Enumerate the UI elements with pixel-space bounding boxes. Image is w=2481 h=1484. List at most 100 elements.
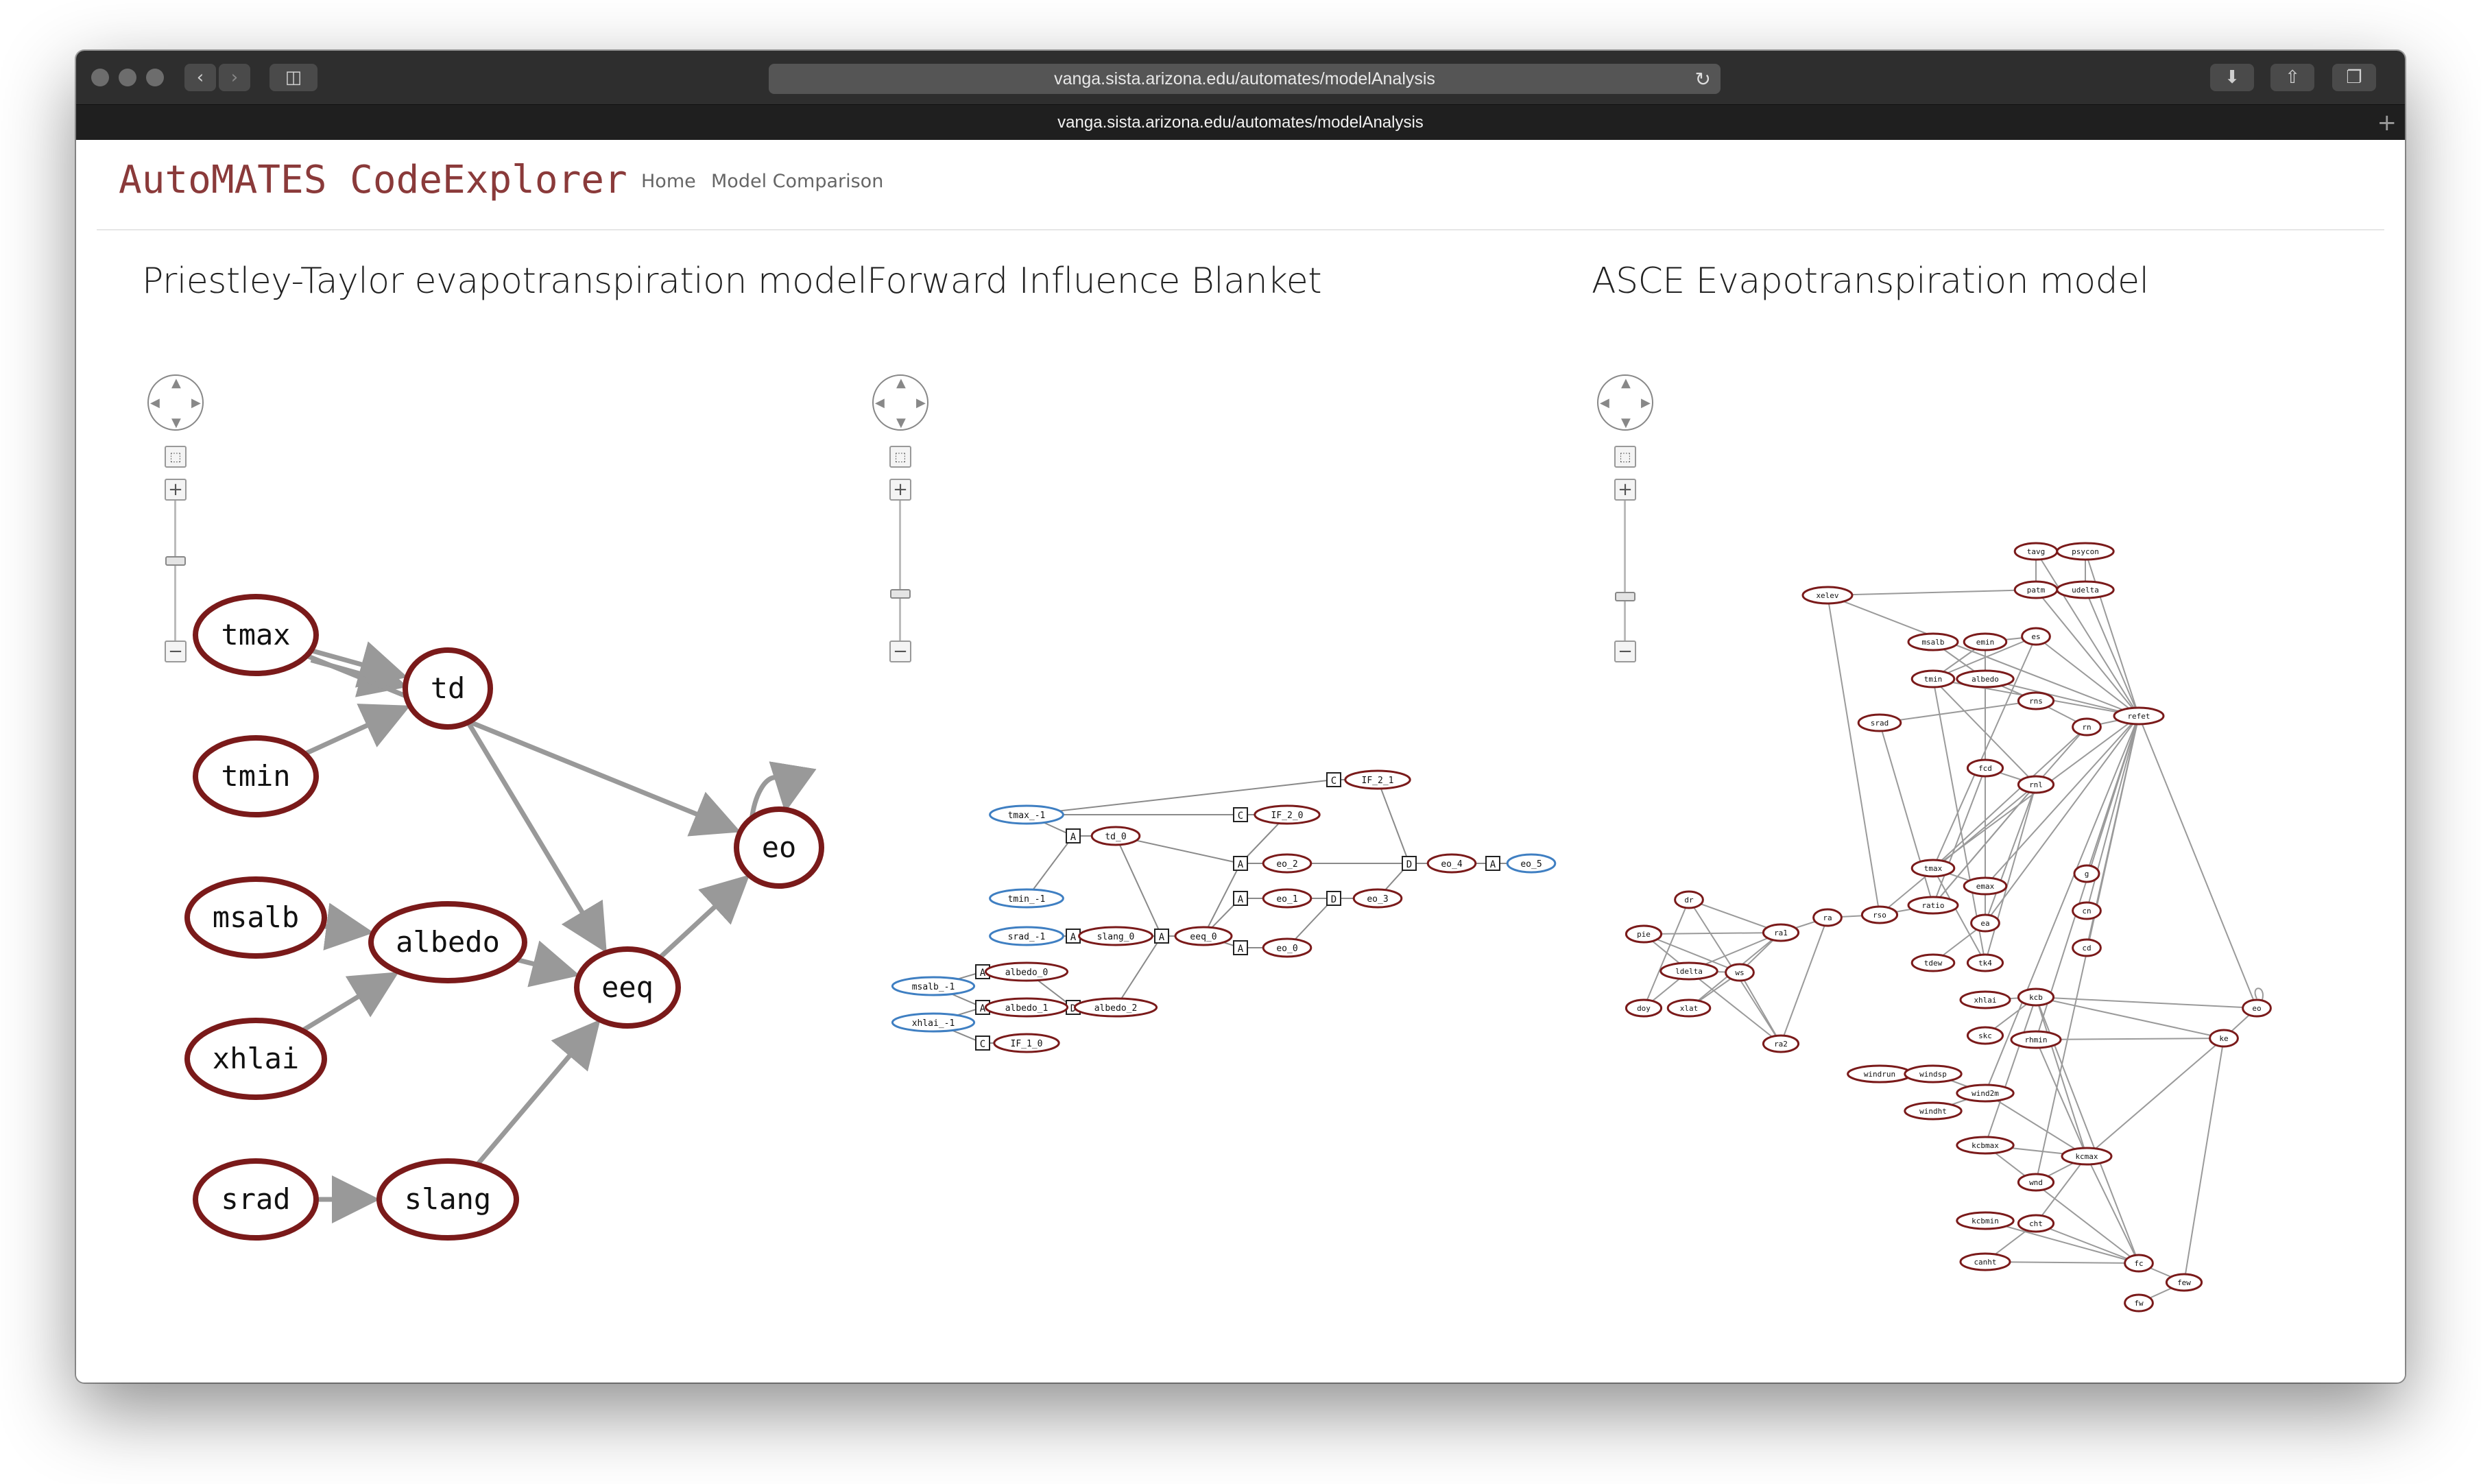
- graph-edge: [1377, 779, 1410, 864]
- node-label: windsp: [1919, 1070, 1947, 1079]
- pan-control[interactable]: ▲ ▼ ◀ ▶: [1597, 374, 1653, 431]
- variable-node: [1725, 963, 1755, 982]
- pan-control[interactable]: ▲ ▼ ◀ ▶: [147, 374, 204, 431]
- graph-edge: [300, 972, 399, 1033]
- node-label: tmax: [221, 618, 290, 651]
- zoom-in-button[interactable]: +: [1614, 479, 1636, 501]
- node-label: tmin: [221, 759, 290, 793]
- input-variable-node: [989, 926, 1064, 946]
- pan-down-icon[interactable]: ▼: [896, 416, 906, 430]
- graph-edge: [2035, 1156, 2087, 1224]
- url-text: vanga.sista.arizona.edu/automates/modelA…: [1054, 69, 1435, 88]
- nav-home[interactable]: Home: [641, 171, 696, 192]
- node-label: refet: [2127, 712, 2150, 721]
- asce-evapotranspiration-graph[interactable]: tavg psycon patm udelta xelev msalb emin es tmin…: [76, 140, 2405, 1313]
- graph-edge: [516, 940, 580, 988]
- graph-edge: [1879, 722, 1934, 906]
- close-window-button[interactable]: [91, 69, 109, 86]
- zoom-in-button[interactable]: +: [889, 479, 911, 501]
- graph-edge: [1827, 589, 2037, 596]
- node-label: srad_-1: [1008, 932, 1046, 942]
- function-node-label: C: [980, 1039, 985, 1050]
- fit-view-button[interactable]: ⬚: [165, 446, 187, 468]
- header-divider: [97, 229, 2384, 230]
- fit-view-button[interactable]: ⬚: [1614, 446, 1636, 468]
- page-content: AutoMATES CodeExplorer Home Model Compar…: [76, 140, 2405, 1383]
- back-button[interactable]: ‹: [184, 64, 216, 91]
- downloads-button[interactable]: ⬇: [2210, 64, 2254, 91]
- pan-control[interactable]: ▲ ▼ ◀ ▶: [872, 374, 928, 431]
- pan-up-icon[interactable]: ▲: [896, 376, 906, 390]
- forward-button[interactable]: ›: [219, 64, 250, 91]
- pan-left-icon[interactable]: ◀: [875, 396, 885, 410]
- pan-down-icon[interactable]: ▼: [171, 416, 181, 430]
- graph-edge: [1985, 1145, 2140, 1264]
- zoom-slider-track[interactable]: [899, 501, 901, 653]
- pan-right-icon[interactable]: ▶: [191, 396, 201, 410]
- variable-node: [2017, 1214, 2055, 1233]
- graph-edge: [304, 704, 411, 756]
- fit-view-button[interactable]: ⬚: [889, 446, 911, 468]
- new-tab-button[interactable]: +: [2377, 109, 2397, 136]
- brand-logo[interactable]: AutoMATES CodeExplorer: [119, 158, 627, 202]
- zoom-slider-thumb[interactable]: [165, 556, 186, 566]
- active-tab[interactable]: vanga.sista.arizona.edu/automates/modelA…: [76, 105, 2405, 141]
- pan-left-icon[interactable]: ◀: [150, 396, 160, 410]
- variable-node: [984, 961, 1069, 982]
- node-label: xhlai: [1974, 996, 1996, 1005]
- variable-node: [2072, 938, 2102, 957]
- chevron-right-icon: ›: [230, 67, 239, 88]
- function-node-label: A: [1490, 859, 1496, 870]
- nav-model-comparison[interactable]: Model Comparison: [711, 171, 884, 192]
- zoom-slider-track[interactable]: [1624, 501, 1626, 653]
- graph-edge: [2035, 996, 2087, 1157]
- pan-left-icon[interactable]: ◀: [1600, 396, 1609, 410]
- address-bar[interactable]: vanga.sista.arizona.edu/automates/modelA…: [769, 64, 1721, 94]
- variable-node: [2113, 706, 2165, 726]
- sidebar-toggle-button[interactable]: ◫: [269, 64, 317, 91]
- tabs-icon: ❐: [2346, 67, 2362, 88]
- variable-node: [1963, 876, 2008, 896]
- fit-view-icon: ⬚: [1619, 449, 1631, 464]
- node-label: ra: [1823, 913, 1832, 922]
- variable-node: [2124, 1293, 2154, 1313]
- tabs-overview-button[interactable]: ❐: [2332, 64, 2376, 91]
- pan-right-icon[interactable]: ▶: [1641, 396, 1651, 410]
- variable-node: [1910, 859, 1956, 878]
- node-label: slang_0: [1097, 932, 1135, 942]
- zoom-slider-track[interactable]: [174, 501, 176, 653]
- zoom-out-button[interactable]: −: [889, 641, 911, 662]
- pan-right-icon[interactable]: ▶: [916, 396, 926, 410]
- minus-icon: −: [893, 641, 908, 662]
- zoom-slider-thumb[interactable]: [890, 589, 911, 599]
- zoom-in-button[interactable]: +: [165, 479, 187, 501]
- variable-node: [2209, 1029, 2239, 1048]
- reload-icon[interactable]: ↻: [1694, 69, 1711, 90]
- pan-up-icon[interactable]: ▲: [171, 376, 181, 390]
- node-label: wind2m: [1971, 1089, 1999, 1098]
- pan-up-icon[interactable]: ▲: [1621, 376, 1631, 390]
- share-button[interactable]: ⇧: [2270, 64, 2314, 91]
- variable-node: [1966, 953, 2004, 972]
- function-node: [1233, 891, 1248, 906]
- node-label: tdew: [1924, 959, 1943, 968]
- node-label: msalb_-1: [912, 982, 955, 992]
- zoom-window-button[interactable]: [146, 69, 164, 86]
- chevron-left-icon: ‹: [196, 67, 204, 88]
- node-label: fc: [2134, 1259, 2143, 1268]
- node-label: xlat: [1680, 1004, 1699, 1013]
- tab-bar: vanga.sista.arizona.edu/automates/modelA…: [76, 104, 2405, 141]
- zoom-out-button[interactable]: −: [165, 641, 187, 662]
- zoom-slider-thumb[interactable]: [1615, 592, 1635, 601]
- minimize-window-button[interactable]: [119, 69, 136, 86]
- priestley-taylor-graph[interactable]: tmax tmin td msalb albedo xhlai eeq eo srad slang: [76, 140, 830, 1306]
- node-label: albedo: [1971, 675, 1999, 684]
- variable-node: [1910, 953, 1956, 972]
- node-label: cht: [2029, 1219, 2043, 1228]
- variable-node: [1959, 1252, 2011, 1271]
- pan-down-icon[interactable]: ▼: [1621, 416, 1631, 430]
- zoom-out-button[interactable]: −: [1614, 641, 1636, 662]
- fit-view-icon: ⬚: [894, 449, 907, 464]
- input-variable-node: [1506, 853, 1557, 874]
